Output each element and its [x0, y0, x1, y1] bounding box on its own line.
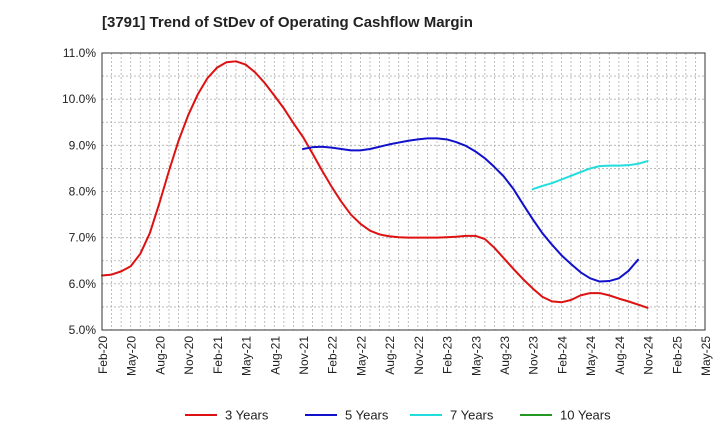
legend-label-3-years: 3 Years	[225, 408, 269, 423]
chart-title: [3791] Trend of StDev of Operating Cashf…	[102, 14, 473, 31]
x-tick-label: Aug-22	[383, 336, 397, 375]
x-tick-label: May-21	[240, 336, 254, 376]
x-tick-label: Nov-21	[297, 336, 311, 375]
x-tick-label: Feb-24	[555, 336, 569, 374]
legend: 3 Years 5 Years 7 Years 10 Years	[185, 408, 611, 423]
axes	[101, 52, 706, 331]
x-tick-label: Nov-20	[182, 336, 196, 375]
x-tick-label: Nov-24	[642, 336, 656, 375]
x-tick-label: May-20	[125, 336, 139, 376]
y-tick-label: 11.0%	[63, 46, 96, 60]
y-tick-label: 7.0%	[69, 231, 97, 245]
x-tick-labels: Feb-20 May-20 Aug-20 Nov-20 Feb-21 May-21 Aug-…	[96, 336, 713, 376]
y-tick-label: 10.0%	[62, 92, 96, 106]
legend-label-7-years: 7 Years	[450, 408, 494, 423]
x-tick-label: May-23	[469, 336, 483, 376]
x-tick-label: Aug-23	[498, 336, 512, 375]
x-tick-label: Nov-23	[527, 336, 541, 375]
x-tick-label: May-25	[699, 336, 713, 376]
y-tick-label: 8.0%	[69, 185, 97, 199]
y-tick-label: 6.0%	[69, 277, 97, 291]
y-tick-labels: 5.0% 6.0% 7.0% 8.0% 9.0% 10.0% 11.0%	[62, 46, 96, 337]
series-line-7-years	[531, 160, 649, 191]
x-tick-label: Aug-21	[268, 336, 282, 375]
x-tick-label: Feb-25	[670, 336, 684, 374]
x-tick-label: Feb-20	[96, 336, 110, 374]
x-tick-label: Aug-24	[613, 336, 627, 375]
legend-label-10-years: 10 Years	[560, 408, 611, 423]
x-tick-label: Feb-22	[326, 336, 340, 374]
legend-label-5-years: 5 Years	[345, 408, 389, 423]
y-tick-label: 9.0%	[69, 138, 97, 152]
x-tick-label: Feb-23	[441, 336, 455, 374]
series-layer	[101, 60, 649, 309]
x-tick-label: May-24	[584, 336, 598, 376]
x-tick-label: May-22	[354, 336, 368, 376]
series-line-3-years	[101, 60, 649, 309]
series-line-5-years	[302, 137, 639, 283]
plot-frame	[101, 52, 706, 331]
y-tick-label: 5.0%	[69, 323, 97, 337]
x-tick-label: Feb-21	[211, 336, 225, 374]
x-tick-label: Nov-22	[412, 336, 426, 375]
x-tick-label: Aug-20	[153, 336, 167, 375]
